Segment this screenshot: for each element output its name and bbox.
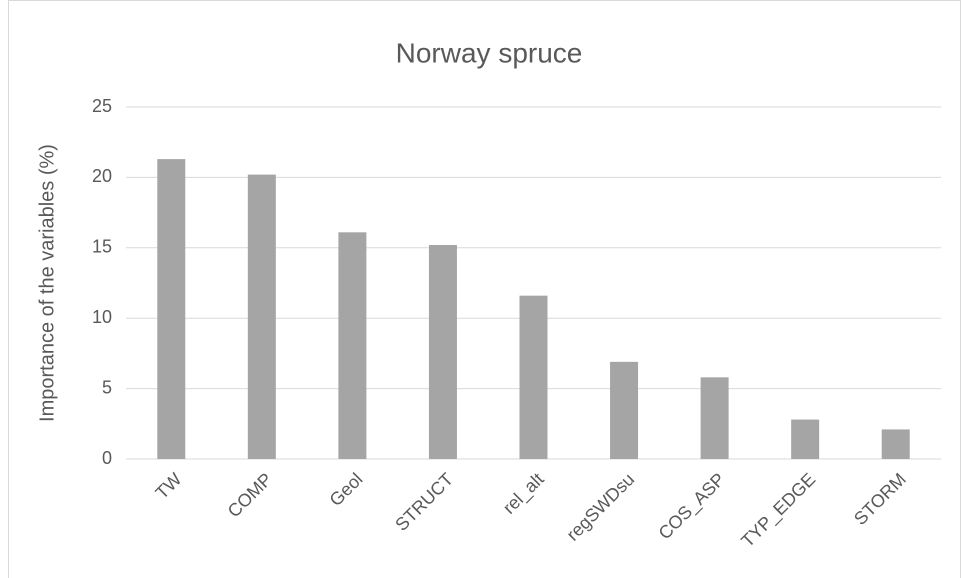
bar <box>247 174 276 460</box>
y-tick-label: 15 <box>92 237 112 257</box>
bar <box>791 419 820 459</box>
bar <box>881 429 910 459</box>
bar <box>700 377 729 459</box>
bar <box>428 244 457 459</box>
chart-title: Norway spruce <box>396 37 583 68</box>
y-tick-label: 20 <box>92 166 112 186</box>
y-tick-label: 0 <box>102 448 112 468</box>
bar <box>338 232 367 459</box>
y-tick-label: 5 <box>102 377 112 397</box>
bar <box>157 159 186 459</box>
bar <box>519 295 548 459</box>
y-tick-label: 10 <box>92 307 112 327</box>
y-axis-label: Importance of the variables (%) <box>36 144 58 422</box>
y-tick-label: 25 <box>92 96 112 116</box>
chart-border <box>8 0 961 578</box>
bar <box>610 361 639 459</box>
